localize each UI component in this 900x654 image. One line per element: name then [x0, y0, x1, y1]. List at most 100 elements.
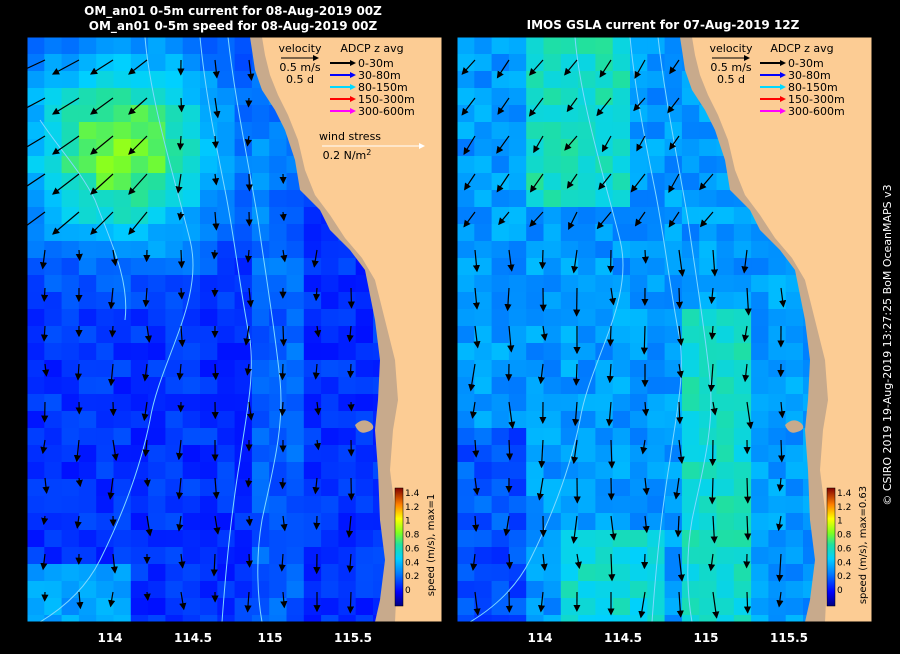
- speed-cell: [252, 173, 270, 191]
- speed-cell: [630, 190, 648, 208]
- speed-cell: [287, 275, 305, 293]
- speed-cell: [200, 37, 218, 55]
- speed-cell: [338, 462, 356, 480]
- speed-cell: [44, 445, 62, 463]
- speed-cell: [44, 258, 62, 276]
- speed-cell: [304, 513, 322, 531]
- speed-cell: [699, 479, 717, 497]
- speed-cell: [544, 411, 562, 429]
- speed-cell: [269, 343, 287, 361]
- speed-cell: [235, 581, 253, 599]
- speed-cell: [751, 581, 769, 599]
- speed-cell: [578, 88, 596, 106]
- speed-cell: [183, 598, 201, 616]
- speed-cell: [699, 326, 717, 344]
- speed-cell: [183, 360, 201, 378]
- speed-cell: [252, 428, 270, 446]
- speed-cell: [183, 343, 201, 361]
- speed-cell: [526, 37, 544, 55]
- speed-cell: [544, 326, 562, 344]
- speed-cell: [578, 207, 596, 225]
- speed-cell: [734, 224, 752, 242]
- speed-cell: [544, 462, 562, 480]
- speed-cell: [27, 37, 45, 55]
- speed-cell: [872, 598, 890, 616]
- speed-cell: [768, 564, 786, 582]
- speed-cell: [217, 122, 235, 140]
- speed-cell: [252, 462, 270, 480]
- speed-cell: [356, 513, 374, 531]
- speed-cell: [613, 190, 631, 208]
- speed-cell: [786, 360, 804, 378]
- speed-cell: [287, 360, 305, 378]
- current-arrow: [282, 402, 283, 415]
- speed-cell: [131, 343, 149, 361]
- speed-cell: [526, 156, 544, 174]
- speed-cell: [79, 88, 97, 106]
- speed-cell: [526, 428, 544, 446]
- speed-cell: [682, 581, 700, 599]
- left-colorbar-label: speed (m/s), max=1: [426, 494, 437, 596]
- speed-cell: [114, 292, 132, 310]
- speed-cell: [474, 360, 492, 378]
- speed-cell: [79, 122, 97, 140]
- speed-cell: [630, 530, 648, 548]
- speed-cell: [786, 326, 804, 344]
- speed-cell: [526, 326, 544, 344]
- speed-cell: [561, 139, 579, 157]
- speed-cell: [44, 530, 62, 548]
- speed-cell: [492, 496, 510, 514]
- speed-cell: [114, 37, 132, 55]
- speed-cell: [148, 615, 166, 633]
- speed-cell: [44, 326, 62, 344]
- speed-cell: [682, 411, 700, 429]
- speed-cell: [613, 445, 631, 463]
- colorbar-tick: 0.4: [837, 558, 852, 568]
- speed-cell: [183, 377, 201, 395]
- speed-cell: [27, 54, 45, 72]
- speed-cell: [786, 530, 804, 548]
- speed-cell: [699, 241, 717, 259]
- speed-cell: [304, 360, 322, 378]
- speed-cell: [457, 360, 475, 378]
- speed-cell: [44, 224, 62, 242]
- speed-cell: [613, 139, 631, 157]
- credit-text: © CSIRO 2019 19-Aug-2019 13:27:25 BoM Oc…: [881, 184, 894, 505]
- speed-cell: [578, 241, 596, 259]
- speed-cell: [717, 530, 735, 548]
- speed-cell: [768, 343, 786, 361]
- speed-cell: [613, 462, 631, 480]
- speed-cell: [492, 224, 510, 242]
- speed-cell: [578, 598, 596, 616]
- speed-cell: [613, 513, 631, 531]
- speed-cell: [492, 428, 510, 446]
- current-arrow: [679, 288, 680, 308]
- speed-cell: [492, 547, 510, 565]
- speed-cell: [474, 173, 492, 191]
- left-map-panel: [15, 37, 460, 633]
- speed-cell: [734, 241, 752, 259]
- speed-cell: [183, 428, 201, 446]
- speed-cell: [148, 190, 166, 208]
- speed-cell: [751, 275, 769, 293]
- speed-cell: [665, 207, 683, 225]
- speed-cell: [200, 377, 218, 395]
- speed-cell: [474, 377, 492, 395]
- speed-cell: [114, 71, 132, 89]
- speed-cell: [561, 275, 579, 293]
- speed-cell: [79, 105, 97, 123]
- speed-cell: [114, 428, 132, 446]
- speed-cell: [287, 241, 305, 259]
- speed-cell: [613, 173, 631, 191]
- adcp-label: 300-600m: [358, 105, 415, 118]
- speed-cell: [287, 615, 305, 633]
- speed-cell: [62, 598, 80, 616]
- speed-cell: [613, 377, 631, 395]
- speed-cell: [269, 139, 287, 157]
- speed-cell: [578, 547, 596, 565]
- speed-cell: [526, 564, 544, 582]
- speed-cell: [44, 479, 62, 497]
- speed-cell: [165, 581, 183, 599]
- speed-cell: [217, 292, 235, 310]
- speed-cell: [338, 564, 356, 582]
